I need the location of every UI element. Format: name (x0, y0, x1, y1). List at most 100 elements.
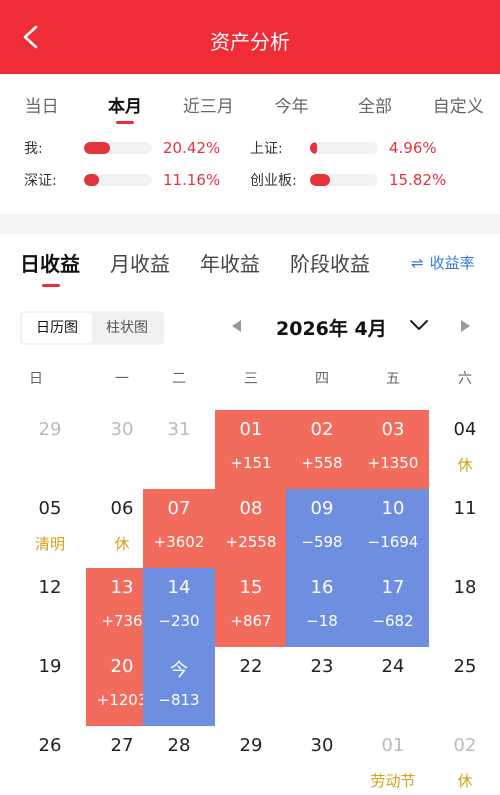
comparison-bar-fill (84, 174, 99, 186)
calendar-day-cell[interactable]: 01 劳动节 (357, 726, 429, 795)
calendar-grid: 29 30 31 01 +151 02 +558 03 +1350 04 休 05 清明 06 休 07 +36… (0, 410, 500, 795)
comparison-bar-fill (310, 174, 331, 186)
calendar-day-cell[interactable]: 10 −1694 (357, 489, 429, 568)
calendar-day-cell[interactable]: 29 (215, 726, 287, 795)
calendar-day-cell[interactable]: 23 (286, 647, 358, 726)
calendar-day-cell[interactable]: 28 (143, 726, 215, 795)
calendar-day-cell[interactable]: 01 +151 (215, 410, 287, 489)
day-number: 29 (239, 735, 263, 756)
day-number: 01 (239, 419, 263, 440)
tab-this-month[interactable]: 本月 (83, 74, 166, 132)
calendar-day-cell[interactable]: 11 (429, 489, 500, 568)
weekday-label: 三 (244, 371, 258, 387)
comparison-value: 15.82% (389, 171, 447, 189)
return-rate-toggle[interactable]: ⇌ 收益率 (411, 252, 475, 273)
calendar-day-cell[interactable]: 05 清明 (14, 489, 86, 568)
holiday-label: 休 (114, 535, 130, 553)
day-number: 14 (167, 577, 191, 598)
holiday-label: 休 (457, 772, 473, 790)
back-arrow-icon[interactable] (18, 24, 44, 50)
day-number: 29 (38, 419, 62, 440)
weekday-label: 一 (115, 371, 129, 387)
calendar-day-cell[interactable]: 14 −230 (143, 568, 215, 647)
holiday-label: 清明 (34, 535, 65, 553)
tab-this-year[interactable]: 今年 (274, 97, 309, 117)
calendar-day-cell[interactable]: 16 −18 (286, 568, 358, 647)
calendar-day-cell[interactable]: 27 (86, 726, 158, 795)
tab-stage-return[interactable]: 阶段收益 (290, 252, 370, 276)
calendar-day-cell[interactable]: 24 (357, 647, 429, 726)
day-number: 06 (110, 498, 134, 519)
calendar-day-cell[interactable]: 15 +867 (215, 568, 287, 647)
day-number: 26 (38, 735, 62, 756)
view-switch: 日历图 柱状图 (20, 311, 164, 345)
tab-all[interactable]: 全部 (357, 97, 392, 117)
period-tab-bar: 当日 本月 近三月 今年 全部 自定义 (0, 74, 500, 132)
calendar-day-cell[interactable]: 今 −813 (143, 647, 215, 726)
day-number: 11 (453, 498, 477, 519)
calendar-day-cell[interactable]: 18 (429, 568, 500, 647)
daily-return-value: −230 (158, 612, 200, 630)
day-number: 25 (453, 656, 477, 677)
day-number: 05 (38, 498, 62, 519)
day-number: 20 (110, 656, 134, 677)
weekday-label: 六 (458, 371, 472, 387)
tab-monthly-return[interactable]: 月收益 (110, 252, 170, 276)
weekday-label: 五 (386, 371, 400, 387)
calendar-day-cell[interactable]: 02 +558 (286, 410, 358, 489)
comparison-bar-fill (84, 142, 110, 154)
weekday-header: 日一二三四五六 (0, 368, 500, 392)
comparison-label: 创业板: (250, 173, 297, 189)
calendar-day-cell[interactable]: 04 休 (429, 410, 500, 489)
calendar-day-cell[interactable]: 12 (14, 568, 86, 647)
calendar-day-cell[interactable]: 08 +2558 (215, 489, 287, 568)
day-number: 01 (381, 735, 405, 756)
bar-chart-view-button[interactable]: 柱状图 (106, 320, 148, 336)
calendar-day-cell[interactable]: 22 (215, 647, 287, 726)
calendar-view-button[interactable]: 日历图 (22, 313, 92, 343)
holiday-label: 劳动节 (370, 772, 416, 790)
tab-custom[interactable]: 自定义 (432, 97, 484, 117)
calendar-day-cell[interactable]: 09 −598 (286, 489, 358, 568)
tab-daily-return[interactable]: 日收益 (20, 252, 80, 276)
day-number: 31 (167, 419, 191, 440)
day-number: 27 (110, 735, 134, 756)
daily-return-value: +558 (301, 454, 343, 472)
calendar-day-cell[interactable]: 31 (143, 410, 215, 489)
tab-today[interactable]: 当日 (24, 97, 59, 117)
day-number: 04 (453, 419, 477, 440)
daily-return-value: +151 (230, 454, 272, 472)
day-number: 30 (310, 735, 334, 756)
previous-month-arrow-icon[interactable] (232, 320, 241, 332)
active-tab-indicator (42, 284, 60, 287)
comparison-value: 20.42% (163, 139, 221, 157)
calendar-day-cell[interactable]: 07 +3602 (143, 489, 215, 568)
tab-last-three-months[interactable]: 近三月 (182, 97, 234, 117)
calendar-day-cell[interactable]: 29 (14, 410, 86, 489)
comparison-bar-track (84, 142, 152, 154)
holiday-label: 休 (457, 456, 473, 474)
calendar-day-cell[interactable]: 26 (14, 726, 86, 795)
tab-yearly-return[interactable]: 年收益 (200, 252, 260, 276)
calendar-day-cell[interactable]: 19 (14, 647, 86, 726)
calendar-day-cell[interactable]: 30 (86, 410, 158, 489)
calendar-day-cell[interactable]: 25 (429, 647, 500, 726)
daily-return-value: +1350 (367, 454, 419, 472)
comparison-item-me: 我: 20.42% (24, 136, 220, 160)
chevron-down-icon[interactable] (408, 316, 430, 334)
day-number: 23 (310, 656, 334, 677)
daily-return-value: +3602 (153, 533, 205, 551)
day-number: 24 (381, 656, 405, 677)
comparison-bar-fill (310, 142, 317, 154)
calendar-day-cell[interactable]: 02 休 (429, 726, 500, 795)
switch-arrows-icon: ⇌ (411, 253, 424, 272)
calendar-day-cell[interactable]: 06 休 (86, 489, 158, 568)
calendar-day-cell[interactable]: 03 +1350 (357, 410, 429, 489)
calendar-day-cell[interactable]: 30 (286, 726, 358, 795)
next-month-arrow-icon[interactable] (461, 320, 470, 332)
month-label[interactable]: 2026年 4月 (276, 318, 387, 340)
section-divider (0, 214, 500, 234)
comparison-label: 深证: (24, 173, 57, 189)
calendar-day-cell[interactable]: 17 −682 (357, 568, 429, 647)
comparison-bar-track (310, 174, 378, 186)
